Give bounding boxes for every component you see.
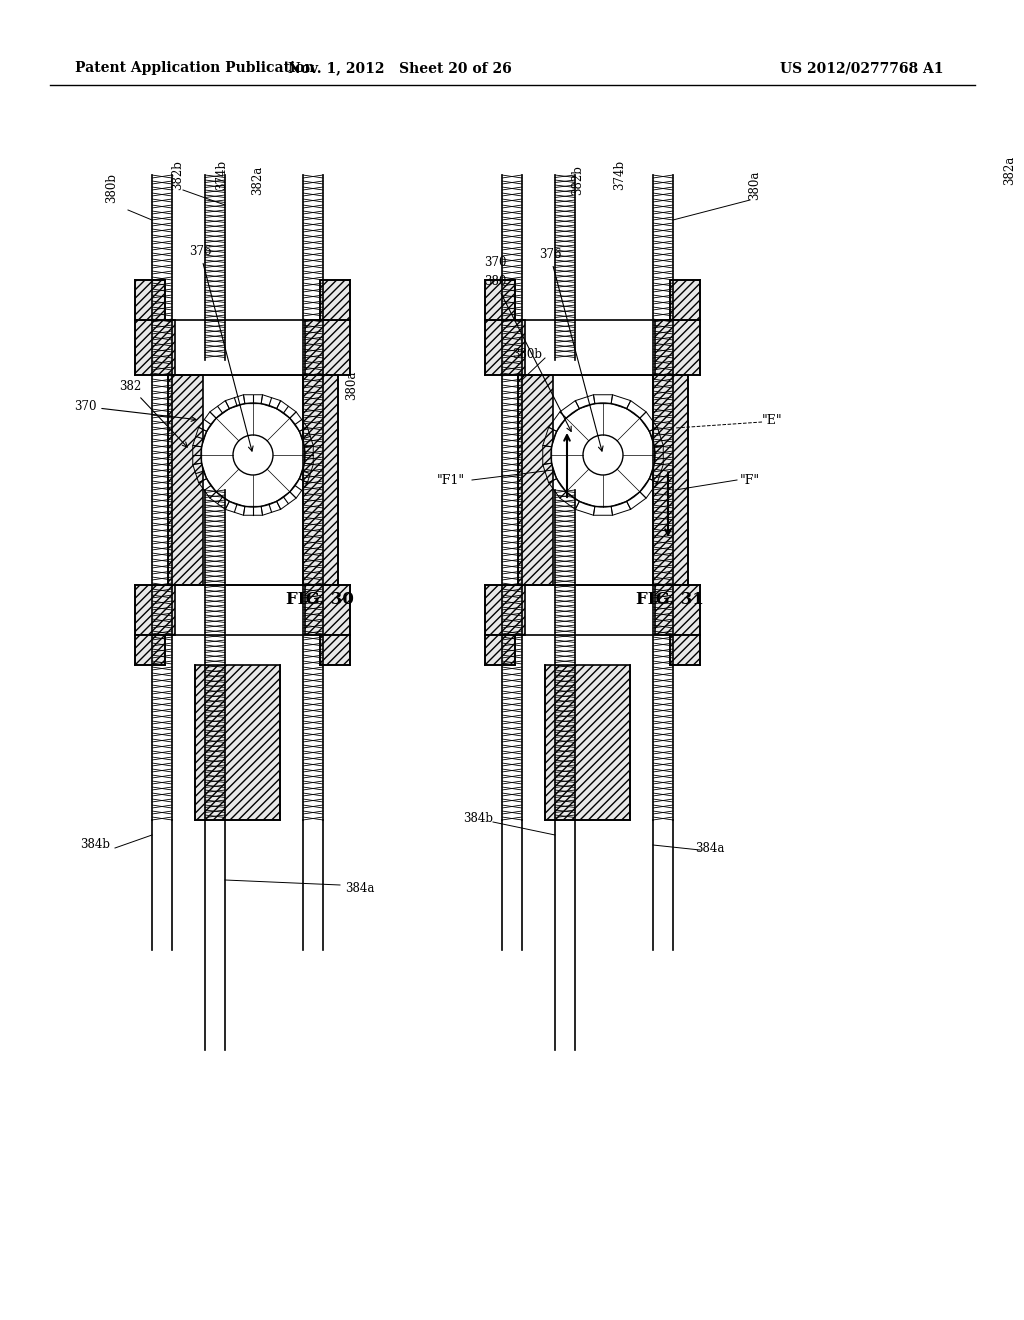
Text: 384b: 384b bbox=[80, 838, 110, 851]
Text: FIG. 31: FIG. 31 bbox=[636, 591, 703, 609]
Bar bbox=[135, 585, 175, 635]
Text: 374b: 374b bbox=[215, 160, 228, 190]
Text: 382b: 382b bbox=[571, 165, 585, 195]
Text: 370: 370 bbox=[483, 256, 506, 268]
Text: 370: 370 bbox=[74, 400, 196, 421]
Text: 374b: 374b bbox=[613, 160, 627, 190]
Bar bbox=[485, 280, 515, 319]
Bar bbox=[135, 319, 175, 375]
Bar bbox=[168, 375, 203, 585]
Text: 380a: 380a bbox=[345, 371, 358, 400]
Text: Nov. 1, 2012   Sheet 20 of 26: Nov. 1, 2012 Sheet 20 of 26 bbox=[288, 61, 512, 75]
Text: 384a: 384a bbox=[695, 842, 725, 854]
Bar bbox=[303, 375, 338, 585]
Bar bbox=[545, 665, 630, 820]
Text: 380b: 380b bbox=[105, 173, 119, 203]
Text: 380a: 380a bbox=[749, 170, 762, 199]
Circle shape bbox=[233, 436, 273, 475]
Text: 382a: 382a bbox=[1004, 156, 1017, 185]
Bar bbox=[319, 280, 350, 319]
Text: "F": "F" bbox=[740, 474, 760, 487]
Bar bbox=[305, 319, 350, 375]
Bar bbox=[195, 665, 280, 820]
Bar bbox=[655, 319, 700, 375]
Text: 384b: 384b bbox=[463, 812, 493, 825]
Text: US 2012/0277768 A1: US 2012/0277768 A1 bbox=[780, 61, 943, 75]
Bar bbox=[135, 635, 165, 665]
Bar bbox=[135, 280, 165, 319]
Text: 380b: 380b bbox=[512, 348, 542, 362]
Bar bbox=[485, 319, 525, 375]
Text: 376: 376 bbox=[188, 246, 253, 451]
Bar bbox=[305, 585, 350, 635]
Bar bbox=[518, 375, 553, 585]
Text: "F1": "F1" bbox=[437, 474, 465, 487]
Bar bbox=[655, 585, 700, 635]
Bar bbox=[485, 635, 515, 665]
Text: Patent Application Publication: Patent Application Publication bbox=[75, 61, 314, 75]
Bar bbox=[485, 585, 525, 635]
Bar bbox=[319, 635, 350, 665]
Text: 382: 382 bbox=[119, 380, 187, 447]
Text: 382b: 382b bbox=[171, 160, 184, 190]
Bar bbox=[670, 280, 700, 319]
Text: FIG. 30: FIG. 30 bbox=[286, 591, 354, 609]
Text: 382a: 382a bbox=[252, 165, 264, 194]
Text: 380: 380 bbox=[483, 275, 571, 432]
Text: 384a: 384a bbox=[345, 882, 375, 895]
Circle shape bbox=[201, 403, 305, 507]
Text: "E": "E" bbox=[762, 413, 782, 426]
Circle shape bbox=[551, 403, 655, 507]
Bar bbox=[670, 635, 700, 665]
Bar bbox=[653, 375, 688, 585]
Text: 376: 376 bbox=[539, 248, 603, 451]
Circle shape bbox=[583, 436, 623, 475]
